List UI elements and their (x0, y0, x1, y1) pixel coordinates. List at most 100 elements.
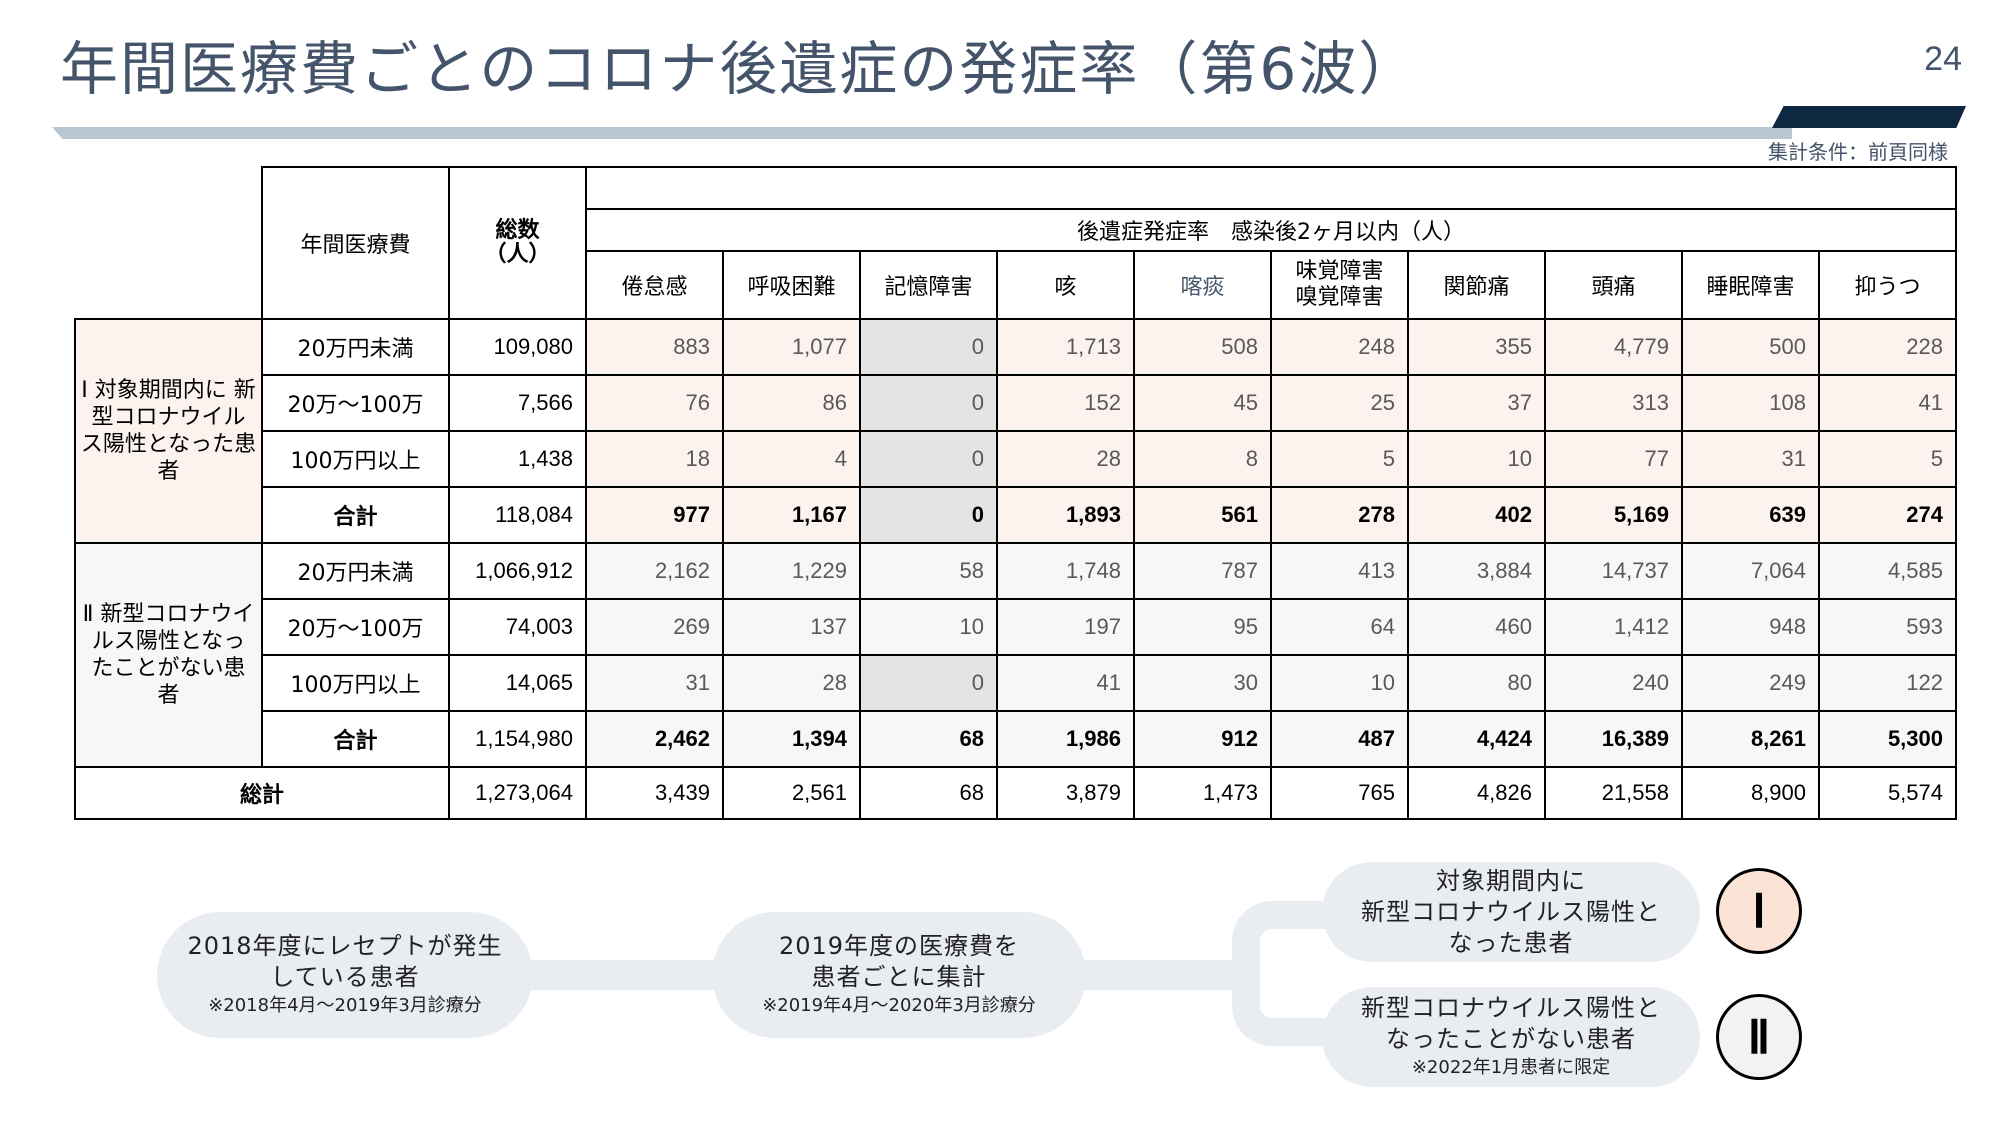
table-row: 100万円以上 14,065 31 28 0 41 30 10 80 240 249 122 (75, 654, 1957, 712)
value-cell: 18 (585, 430, 724, 488)
total-count-cell: 7,566 (448, 374, 587, 432)
flow-step-2: 2019年度の医療費を 患者ごとに集計 ※2019年4月～2020年3月診療分 (712, 912, 1086, 1038)
total-count-cell: 1,438 (448, 430, 587, 488)
value-cell: 80 (1407, 654, 1546, 712)
value-cell: 1,412 (1544, 598, 1683, 656)
value-cell: 0 (859, 318, 998, 376)
symptom-header: 関節痛 (1407, 250, 1546, 320)
rate-title-header: 後遺症発症率 感染後2ヶ月以内（人） (585, 208, 1957, 252)
value-cell: 948 (1681, 598, 1820, 656)
group-label: Ⅰ 対象期間内に 新型コロナウイル ス陽性となった患 者 (74, 318, 263, 544)
value-cell: 68 (859, 710, 998, 768)
symptom-header: 味覚障害 嗅覚障害 (1270, 250, 1409, 320)
value-cell: 45 (1133, 374, 1272, 432)
table-row: Ⅰ 対象期間内に 新型コロナウイル ス陽性となった患 者 20万円未満 109,08… (74, 318, 1957, 544)
title-accent-bar (1772, 106, 1966, 128)
flow-step-1: 2018年度にレセプトが発生 している患者 ※2018年4月～2019年3月診療… (157, 912, 533, 1038)
cost-category: 20万円未満 (261, 318, 450, 376)
value-cell: 0 (859, 374, 998, 432)
symptom-header: 睡眠障害 (1681, 250, 1820, 320)
cost-category: 100万円以上 (261, 654, 450, 712)
value-cell: 1,986 (996, 710, 1135, 768)
symptom-header: 喀痰 (1133, 250, 1272, 320)
value-cell: 1,748 (996, 542, 1135, 600)
value-cell: 248 (1270, 318, 1409, 376)
value-cell: 37 (1407, 374, 1546, 432)
flow-branch-2-line2: なったことがない患者 (1386, 1025, 1636, 1053)
value-cell: 76 (585, 374, 724, 432)
cost-category: 合計 (261, 710, 450, 768)
value-cell: 14,737 (1544, 542, 1683, 600)
group-2-marker: Ⅱ (1716, 994, 1802, 1080)
total-count-cell: 118,084 (448, 486, 587, 544)
corner-blank (75, 167, 263, 209)
flow-branch-1-line3: なった患者 (1448, 928, 1574, 957)
value-cell: 2,462 (585, 710, 724, 768)
value-cell: 10 (1270, 654, 1409, 712)
total-count-cell: 74,003 (448, 598, 587, 656)
value-cell: 1,167 (722, 486, 861, 544)
table-row: 20万～100万 7,566 76 86 0 152 45 25 37 313 108 41 (75, 374, 1957, 432)
value-cell: 1,893 (996, 486, 1135, 544)
total-count-cell: 109,080 (448, 318, 587, 376)
value-cell: 1,229 (722, 542, 861, 600)
value-cell: 977 (585, 486, 724, 544)
table-row: 20万～100万 74,003 269 137 10 197 95 64 460 1,412 948… (75, 598, 1957, 656)
value-cell: 274 (1818, 486, 1957, 544)
value-cell: 787 (1133, 542, 1272, 600)
value-cell: 58 (859, 542, 998, 600)
value-cell: 561 (1133, 486, 1272, 544)
value-cell: 4,779 (1544, 318, 1683, 376)
corner-blank-2 (75, 209, 263, 251)
flow-branch-1: 対象期間内に 新型コロナウイルス陽性と なった患者 (1322, 862, 1700, 962)
value-cell: 5,300 (1818, 710, 1957, 768)
value-cell: 4,585 (1818, 542, 1957, 600)
flow-step-2-line2: 患者ごとに集計 (811, 963, 987, 991)
total-header-line2: （人） (484, 242, 551, 267)
value-cell: 313 (1544, 374, 1683, 432)
value-cell: 3,884 (1407, 542, 1546, 600)
value-cell: 30 (1133, 654, 1272, 712)
symptom-header: 呼吸困難 (722, 250, 861, 320)
value-cell: 500 (1681, 318, 1820, 376)
subtotal-row: 合計 118,084 977 1,167 0 1,893 561 278 402 5,169 639… (75, 486, 1957, 544)
value-cell: 269 (585, 598, 724, 656)
value-cell: 883 (585, 318, 724, 376)
cost-category: 20万～100万 (261, 374, 450, 432)
value-cell: 137 (722, 598, 861, 656)
grand-total-count: 1,273,064 (448, 766, 587, 820)
flow-branch-2: 新型コロナウイルス陽性と なったことがない患者 ※2022年1月患者に限定 (1322, 987, 1700, 1087)
cost-category: 合計 (261, 486, 450, 544)
flow-step-1-line1: 2018年度にレセプトが発生 (187, 932, 503, 960)
total-count-cell: 14,065 (448, 654, 587, 712)
page-number: 24 (1924, 40, 1962, 78)
value-cell: 460 (1407, 598, 1546, 656)
total-count-header: 総数 （人） (448, 166, 587, 320)
value-cell: 10 (859, 598, 998, 656)
total-count-cell: 1,154,980 (448, 710, 587, 768)
value-cell: 278 (1270, 486, 1409, 544)
grand-total-cell: 4,826 (1407, 766, 1546, 820)
table-row: Ⅱ 新型コロナウイ ルス陽性となっ たことがない患 者 20万円未満 1,066,9… (74, 542, 1957, 768)
value-cell: 8 (1133, 430, 1272, 488)
value-cell: 25 (1270, 374, 1409, 432)
value-cell: 41 (996, 654, 1135, 712)
value-cell: 228 (1818, 318, 1957, 376)
value-cell: 355 (1407, 318, 1546, 376)
value-cell: 95 (1133, 598, 1272, 656)
grand-total-cell: 1,473 (1133, 766, 1272, 820)
aggregation-condition: 集計条件：前頁同様 (1768, 140, 1948, 164)
value-cell: 5 (1270, 430, 1409, 488)
grand-total-cell: 21,558 (1544, 766, 1683, 820)
value-cell: 912 (1133, 710, 1272, 768)
symptom-header: 咳 (996, 250, 1135, 320)
cost-category: 100万円以上 (261, 430, 450, 488)
value-cell: 0 (859, 654, 998, 712)
grand-total-cell: 3,439 (585, 766, 724, 820)
corner-blank-3 (75, 251, 263, 319)
grand-total-cell: 68 (859, 766, 998, 820)
flow-step-2-note: ※2019年4月～2020年3月診療分 (762, 995, 1036, 1016)
value-cell: 1,077 (722, 318, 861, 376)
value-cell: 1,713 (996, 318, 1135, 376)
total-header-line1: 総数 (495, 218, 540, 243)
